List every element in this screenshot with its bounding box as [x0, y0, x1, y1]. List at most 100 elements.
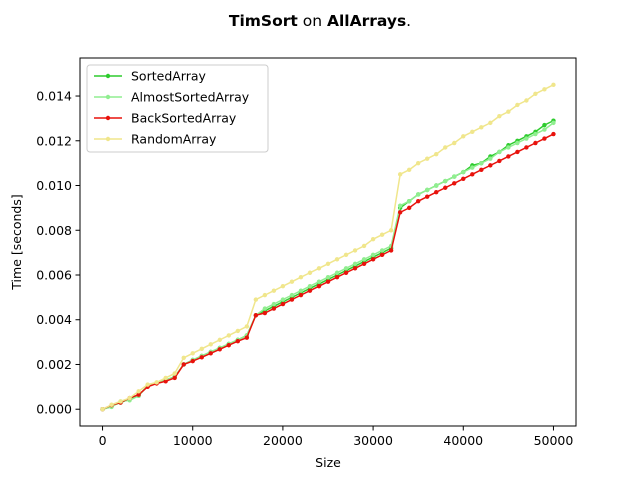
series-RandomArray	[100, 82, 556, 412]
data-point	[533, 140, 538, 146]
data-point	[415, 160, 421, 166]
data-point	[208, 351, 213, 356]
data-point	[244, 335, 250, 340]
data-point	[334, 275, 340, 280]
x-tick-label: 20000	[263, 433, 303, 448]
data-point	[533, 131, 538, 137]
data-point	[551, 82, 556, 88]
data-point	[325, 261, 331, 267]
data-point	[379, 252, 385, 258]
data-point	[289, 279, 295, 284]
data-point	[271, 306, 277, 311]
data-point	[551, 120, 556, 126]
data-point	[352, 248, 358, 253]
data-point	[406, 198, 412, 204]
data-point	[379, 248, 385, 253]
data-point	[461, 169, 466, 175]
data-point	[488, 163, 493, 168]
data-point	[434, 183, 439, 188]
data-point	[461, 134, 466, 139]
y-tick-label: 0.012	[36, 133, 72, 148]
data-point	[226, 343, 231, 348]
data-point	[470, 165, 475, 170]
data-point	[217, 347, 222, 352]
data-point	[397, 172, 403, 177]
chart-title: TimSort on AllArrays.	[229, 12, 411, 30]
legend-label: RandomArray	[131, 132, 217, 147]
data-point	[524, 98, 529, 103]
data-point	[298, 292, 304, 298]
data-point	[542, 87, 547, 92]
y-tick-label: 0.014	[36, 89, 72, 104]
data-point	[343, 266, 349, 271]
data-point	[343, 270, 349, 275]
x-tick-label: 0	[99, 433, 107, 448]
data-point	[479, 167, 484, 173]
data-point	[307, 288, 313, 293]
data-point	[542, 136, 547, 141]
x-tick-label: 30000	[353, 433, 393, 448]
y-axis: 0.000 0.002 0.004 0.006 0.008 0.010 0.012 0.014	[36, 89, 80, 417]
data-point	[208, 342, 213, 347]
data-point	[406, 167, 412, 173]
y-tick-label: 0.004	[36, 312, 72, 327]
data-point	[154, 380, 159, 385]
data-point	[488, 156, 493, 161]
title-part: AllArrays	[327, 12, 406, 30]
data-point	[199, 355, 204, 360]
data-point	[253, 313, 259, 318]
data-point	[199, 346, 204, 352]
data-point	[334, 270, 340, 275]
data-point	[145, 382, 150, 387]
legend-marker	[105, 94, 111, 100]
data-point	[172, 375, 177, 381]
data-point	[425, 187, 430, 193]
data-point	[316, 283, 322, 289]
data-point	[524, 145, 529, 150]
data-point	[443, 178, 448, 184]
data-point	[506, 109, 511, 114]
data-point	[262, 306, 268, 311]
title-part: .	[406, 12, 411, 30]
data-point	[289, 297, 295, 302]
data-point	[434, 190, 439, 195]
data-point	[370, 237, 376, 242]
data-point	[379, 232, 385, 237]
data-point	[397, 203, 403, 208]
data-point	[352, 266, 358, 271]
legend: SortedArray AlmostSortedArray BackSortedAr…	[86, 64, 269, 153]
data-point	[488, 120, 493, 126]
plot-area-frame	[79, 57, 577, 427]
series-layer	[100, 82, 556, 412]
data-point	[181, 355, 186, 360]
data-point	[235, 328, 241, 334]
data-point	[515, 102, 520, 108]
y-tick-label: 0.000	[36, 402, 72, 417]
data-point	[280, 301, 286, 307]
data-point	[479, 125, 484, 130]
legend-label: SortedArray	[131, 69, 207, 84]
data-point	[289, 292, 295, 298]
data-point	[109, 402, 114, 407]
title-part: TimSort	[229, 12, 298, 30]
data-point	[271, 301, 277, 307]
y-tick-label: 0.002	[36, 357, 72, 372]
data-point	[298, 275, 304, 280]
data-point	[388, 248, 394, 253]
data-point	[325, 279, 331, 284]
data-point	[262, 310, 268, 316]
data-point	[415, 198, 421, 204]
data-point	[425, 156, 430, 161]
data-point	[361, 261, 367, 267]
data-point	[515, 149, 520, 155]
data-point	[262, 292, 268, 298]
data-point	[172, 371, 177, 376]
data-point	[506, 145, 511, 150]
x-tick-label: 10000	[173, 433, 213, 448]
x-axis-label: Size	[315, 455, 341, 470]
data-point	[298, 288, 304, 293]
data-point	[361, 257, 367, 262]
data-point	[190, 351, 195, 356]
data-point	[370, 257, 376, 262]
